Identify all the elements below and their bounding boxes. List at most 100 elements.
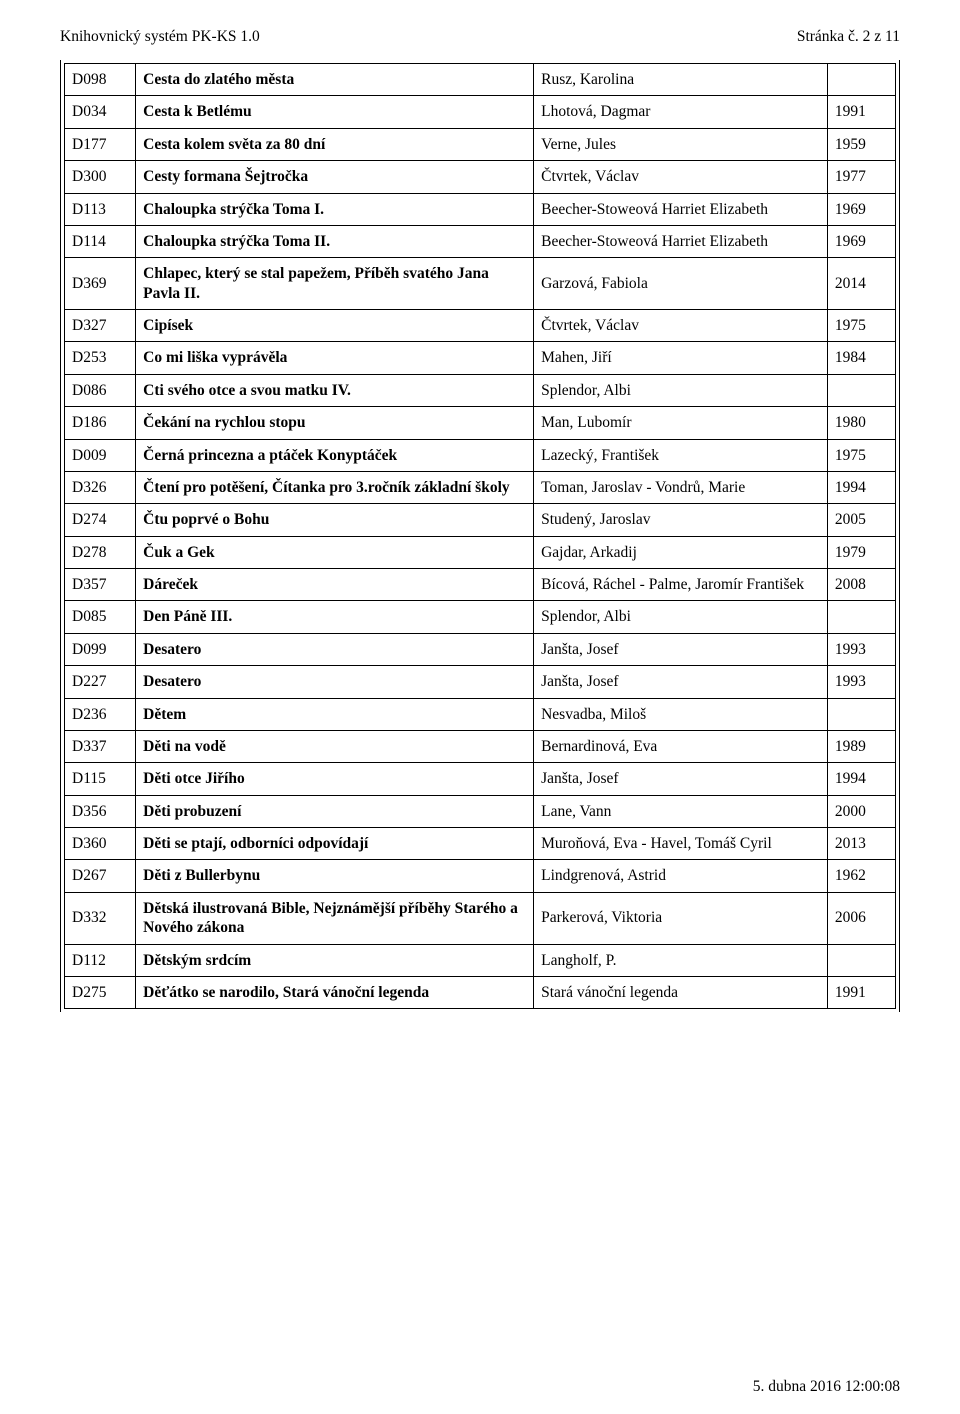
cell-code: D085 (65, 601, 136, 633)
cell-author: Lhotová, Dagmar (534, 96, 828, 128)
table-row: D356Děti probuzeníLane, Vann2000 (65, 795, 896, 827)
cell-author: Man, Lubomír (534, 407, 828, 439)
cell-year: 1994 (827, 471, 895, 503)
cell-year (827, 374, 895, 406)
cell-year: 2006 (827, 892, 895, 944)
stub-row-bottom (65, 1009, 896, 1013)
cell-year: 2014 (827, 258, 895, 310)
cell-title: Dáreček (136, 569, 534, 601)
cell-code: D326 (65, 471, 136, 503)
cell-code: D332 (65, 892, 136, 944)
header-left: Knihovnický systém PK-KS 1.0 (60, 28, 260, 46)
table-row: D327CipísekČtvrtek, Václav1975 (65, 310, 896, 342)
cell-author: Studený, Jaroslav (534, 504, 828, 536)
cell-title: Chaloupka strýčka Toma I. (136, 193, 534, 225)
cell-code: D327 (65, 310, 136, 342)
table-row: D186Čekání na rychlou stopuMan, Lubomír1… (65, 407, 896, 439)
table-row: D236DětemNesvadba, Miloš (65, 698, 896, 730)
cell-year: 1959 (827, 128, 895, 160)
cell-author: Verne, Jules (534, 128, 828, 160)
cell-author: Lane, Vann (534, 795, 828, 827)
table-row: D086Cti svého otce a svou matku IV.Splen… (65, 374, 896, 406)
cell-author: Muroňová, Eva - Havel, Tomáš Cyril (534, 828, 828, 860)
cell-code: D112 (65, 944, 136, 976)
cell-year: 1991 (827, 96, 895, 128)
cell-year (827, 944, 895, 976)
cell-author: Parkerová, Viktoria (534, 892, 828, 944)
cell-title: Cesta k Betlému (136, 96, 534, 128)
cell-code: D113 (65, 193, 136, 225)
table-row: D099DesateroJanšta, Josef1993 (65, 633, 896, 665)
page-footer: 5. dubna 2016 12:00:08 (753, 1378, 900, 1396)
cell-code: D098 (65, 64, 136, 96)
cell-year: 1969 (827, 225, 895, 257)
cell-year: 1975 (827, 310, 895, 342)
table-row: D337Děti na voděBernardinová, Eva1989 (65, 730, 896, 762)
cell-author: Gajdar, Arkadij (534, 536, 828, 568)
cell-title: Cesta do zlatého města (136, 64, 534, 96)
cell-code: D275 (65, 976, 136, 1008)
cell-author: Rusz, Karolina (534, 64, 828, 96)
table-row: D085Den Páně III.Splendor, Albi (65, 601, 896, 633)
cell-title: Dětským srdcím (136, 944, 534, 976)
cell-title: Den Páně III. (136, 601, 534, 633)
cell-title: Dětská ilustrovaná Bible, Nejznámější př… (136, 892, 534, 944)
table-row: D360Děti se ptají, odborníci odpovídajíM… (65, 828, 896, 860)
cell-author: Mahen, Jiří (534, 342, 828, 374)
cell-title: Čekání na rychlou stopu (136, 407, 534, 439)
cell-code: D227 (65, 666, 136, 698)
cell-year: 1962 (827, 860, 895, 892)
cell-code: D360 (65, 828, 136, 860)
cell-code: D086 (65, 374, 136, 406)
cell-title: Děti se ptají, odborníci odpovídají (136, 828, 534, 860)
cell-author: Toman, Jaroslav - Vondrů, Marie (534, 471, 828, 503)
cell-title: Čuk a Gek (136, 536, 534, 568)
cell-author: Čtvrtek, Václav (534, 310, 828, 342)
cell-code: D115 (65, 763, 136, 795)
cell-year: 1994 (827, 763, 895, 795)
cell-title: Černá princezna a ptáček Konyptáček (136, 439, 534, 471)
cell-title: Cipísek (136, 310, 534, 342)
cell-author: Čtvrtek, Václav (534, 161, 828, 193)
table-row: D253Co mi liška vyprávělaMahen, Jiří1984 (65, 342, 896, 374)
cell-year: 1991 (827, 976, 895, 1008)
cell-year (827, 601, 895, 633)
cell-year: 1980 (827, 407, 895, 439)
cell-code: D337 (65, 730, 136, 762)
cell-year: 1977 (827, 161, 895, 193)
cell-title: Čtu poprvé o Bohu (136, 504, 534, 536)
table-row: D357DárečekBícová, Ráchel - Palme, Jarom… (65, 569, 896, 601)
cell-year: 2005 (827, 504, 895, 536)
cell-title: Co mi liška vyprávěla (136, 342, 534, 374)
cell-year: 1993 (827, 666, 895, 698)
cell-author: Beecher-Stoweová Harriet Elizabeth (534, 225, 828, 257)
cell-author: Janšta, Josef (534, 763, 828, 795)
cell-title: Děti probuzení (136, 795, 534, 827)
cell-year: 2008 (827, 569, 895, 601)
table-row: D115Děti otce JiříhoJanšta, Josef1994 (65, 763, 896, 795)
cell-code: D300 (65, 161, 136, 193)
table-row: D009Černá princezna a ptáček KonyptáčekL… (65, 439, 896, 471)
cell-code: D274 (65, 504, 136, 536)
cell-title: Chaloupka strýčka Toma II. (136, 225, 534, 257)
cell-title: Chlapec, který se stal papežem, Příběh s… (136, 258, 534, 310)
cell-author: Bernardinová, Eva (534, 730, 828, 762)
table-row: D227DesateroJanšta, Josef1993 (65, 666, 896, 698)
cell-title: Děťátko se narodilo, Stará vánoční legen… (136, 976, 534, 1008)
cell-title: Čtení pro potěšení, Čítanka pro 3.ročník… (136, 471, 534, 503)
cell-author: Lindgrenová, Astrid (534, 860, 828, 892)
cell-author: Splendor, Albi (534, 374, 828, 406)
cell-title: Dětem (136, 698, 534, 730)
cell-title: Cesta kolem světa za 80 dní (136, 128, 534, 160)
table-row: D267Děti z BullerbynuLindgrenová, Astrid… (65, 860, 896, 892)
cell-code: D369 (65, 258, 136, 310)
cell-year: 2000 (827, 795, 895, 827)
cell-code: D114 (65, 225, 136, 257)
cell-author: Garzová, Fabiola (534, 258, 828, 310)
cell-code: D356 (65, 795, 136, 827)
cell-author: Stará vánoční legenda (534, 976, 828, 1008)
cell-title: Děti na vodě (136, 730, 534, 762)
cell-author: Splendor, Albi (534, 601, 828, 633)
table-row: D326Čtení pro potěšení, Čítanka pro 3.ro… (65, 471, 896, 503)
cell-author: Nesvadba, Miloš (534, 698, 828, 730)
